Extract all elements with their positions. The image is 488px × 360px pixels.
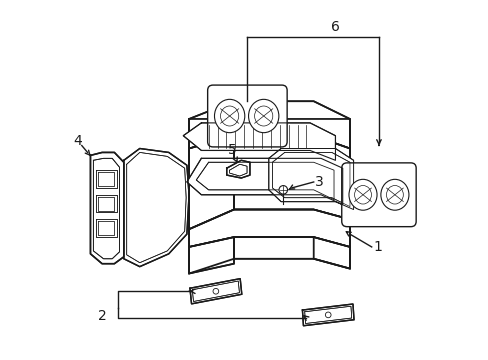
Polygon shape: [189, 101, 349, 148]
Polygon shape: [302, 304, 353, 326]
FancyBboxPatch shape: [341, 163, 415, 227]
Polygon shape: [226, 160, 249, 178]
Polygon shape: [123, 148, 189, 267]
Polygon shape: [96, 170, 116, 188]
Circle shape: [213, 288, 218, 294]
Polygon shape: [192, 281, 239, 301]
Ellipse shape: [354, 185, 371, 204]
Ellipse shape: [380, 179, 408, 210]
Text: 5: 5: [228, 144, 236, 157]
Text: 3: 3: [315, 175, 323, 189]
Ellipse shape: [254, 106, 272, 126]
Ellipse shape: [220, 106, 238, 126]
Polygon shape: [189, 136, 234, 229]
Text: 6: 6: [330, 21, 339, 35]
Polygon shape: [186, 158, 342, 204]
Polygon shape: [234, 237, 349, 269]
Polygon shape: [98, 172, 114, 186]
Text: 2: 2: [98, 309, 106, 323]
Polygon shape: [189, 210, 349, 247]
Polygon shape: [93, 158, 119, 259]
Polygon shape: [268, 148, 353, 210]
Circle shape: [325, 312, 330, 318]
Polygon shape: [189, 237, 234, 274]
Ellipse shape: [248, 99, 278, 133]
Polygon shape: [183, 123, 335, 160]
Ellipse shape: [214, 99, 244, 133]
Ellipse shape: [386, 185, 403, 204]
Text: 1: 1: [372, 240, 381, 254]
Polygon shape: [90, 152, 123, 264]
Ellipse shape: [348, 179, 376, 210]
Polygon shape: [96, 219, 116, 237]
Polygon shape: [304, 306, 351, 324]
Polygon shape: [234, 136, 349, 219]
Polygon shape: [126, 152, 186, 263]
Polygon shape: [196, 162, 333, 200]
Text: 4: 4: [74, 134, 82, 148]
Polygon shape: [98, 221, 114, 235]
Polygon shape: [229, 164, 246, 176]
FancyBboxPatch shape: [207, 85, 286, 147]
Polygon shape: [98, 197, 114, 211]
Polygon shape: [96, 195, 116, 212]
Polygon shape: [272, 152, 349, 207]
Circle shape: [279, 186, 287, 194]
Polygon shape: [189, 279, 241, 304]
